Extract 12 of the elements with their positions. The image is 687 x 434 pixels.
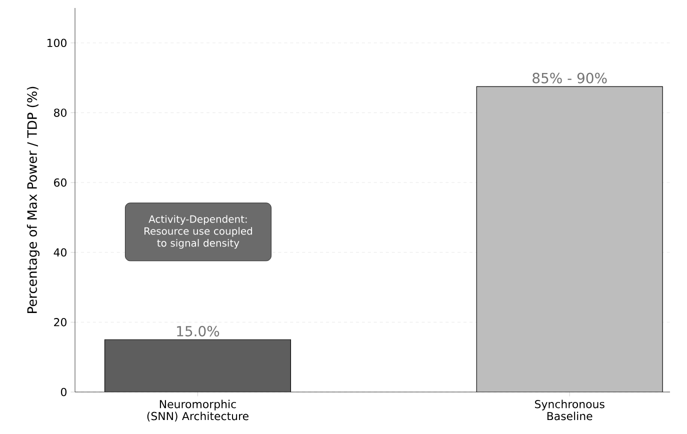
data-label: 15.0% [177,326,220,336]
y-tick-label: 20 [54,318,66,326]
annotation: Activity-Dependent: Resource use coupled to signal density [144,215,252,249]
x-tick-label: Neuromorphic (SNN) Architecture [147,400,248,422]
x-tick-label: Synchronous Baseline [535,400,604,420]
y-tick-label: 100 [48,38,66,48]
y-tick-label: 0 [60,388,66,396]
y-axis-title: Percentage of Max Power / TDP (%) [26,86,40,313]
y-tick-label: 40 [54,248,66,257]
annotation: 85% - 90% [532,72,607,84]
y-tick-label: 80 [54,108,66,117]
y-tick-label: 60 [54,178,66,187]
